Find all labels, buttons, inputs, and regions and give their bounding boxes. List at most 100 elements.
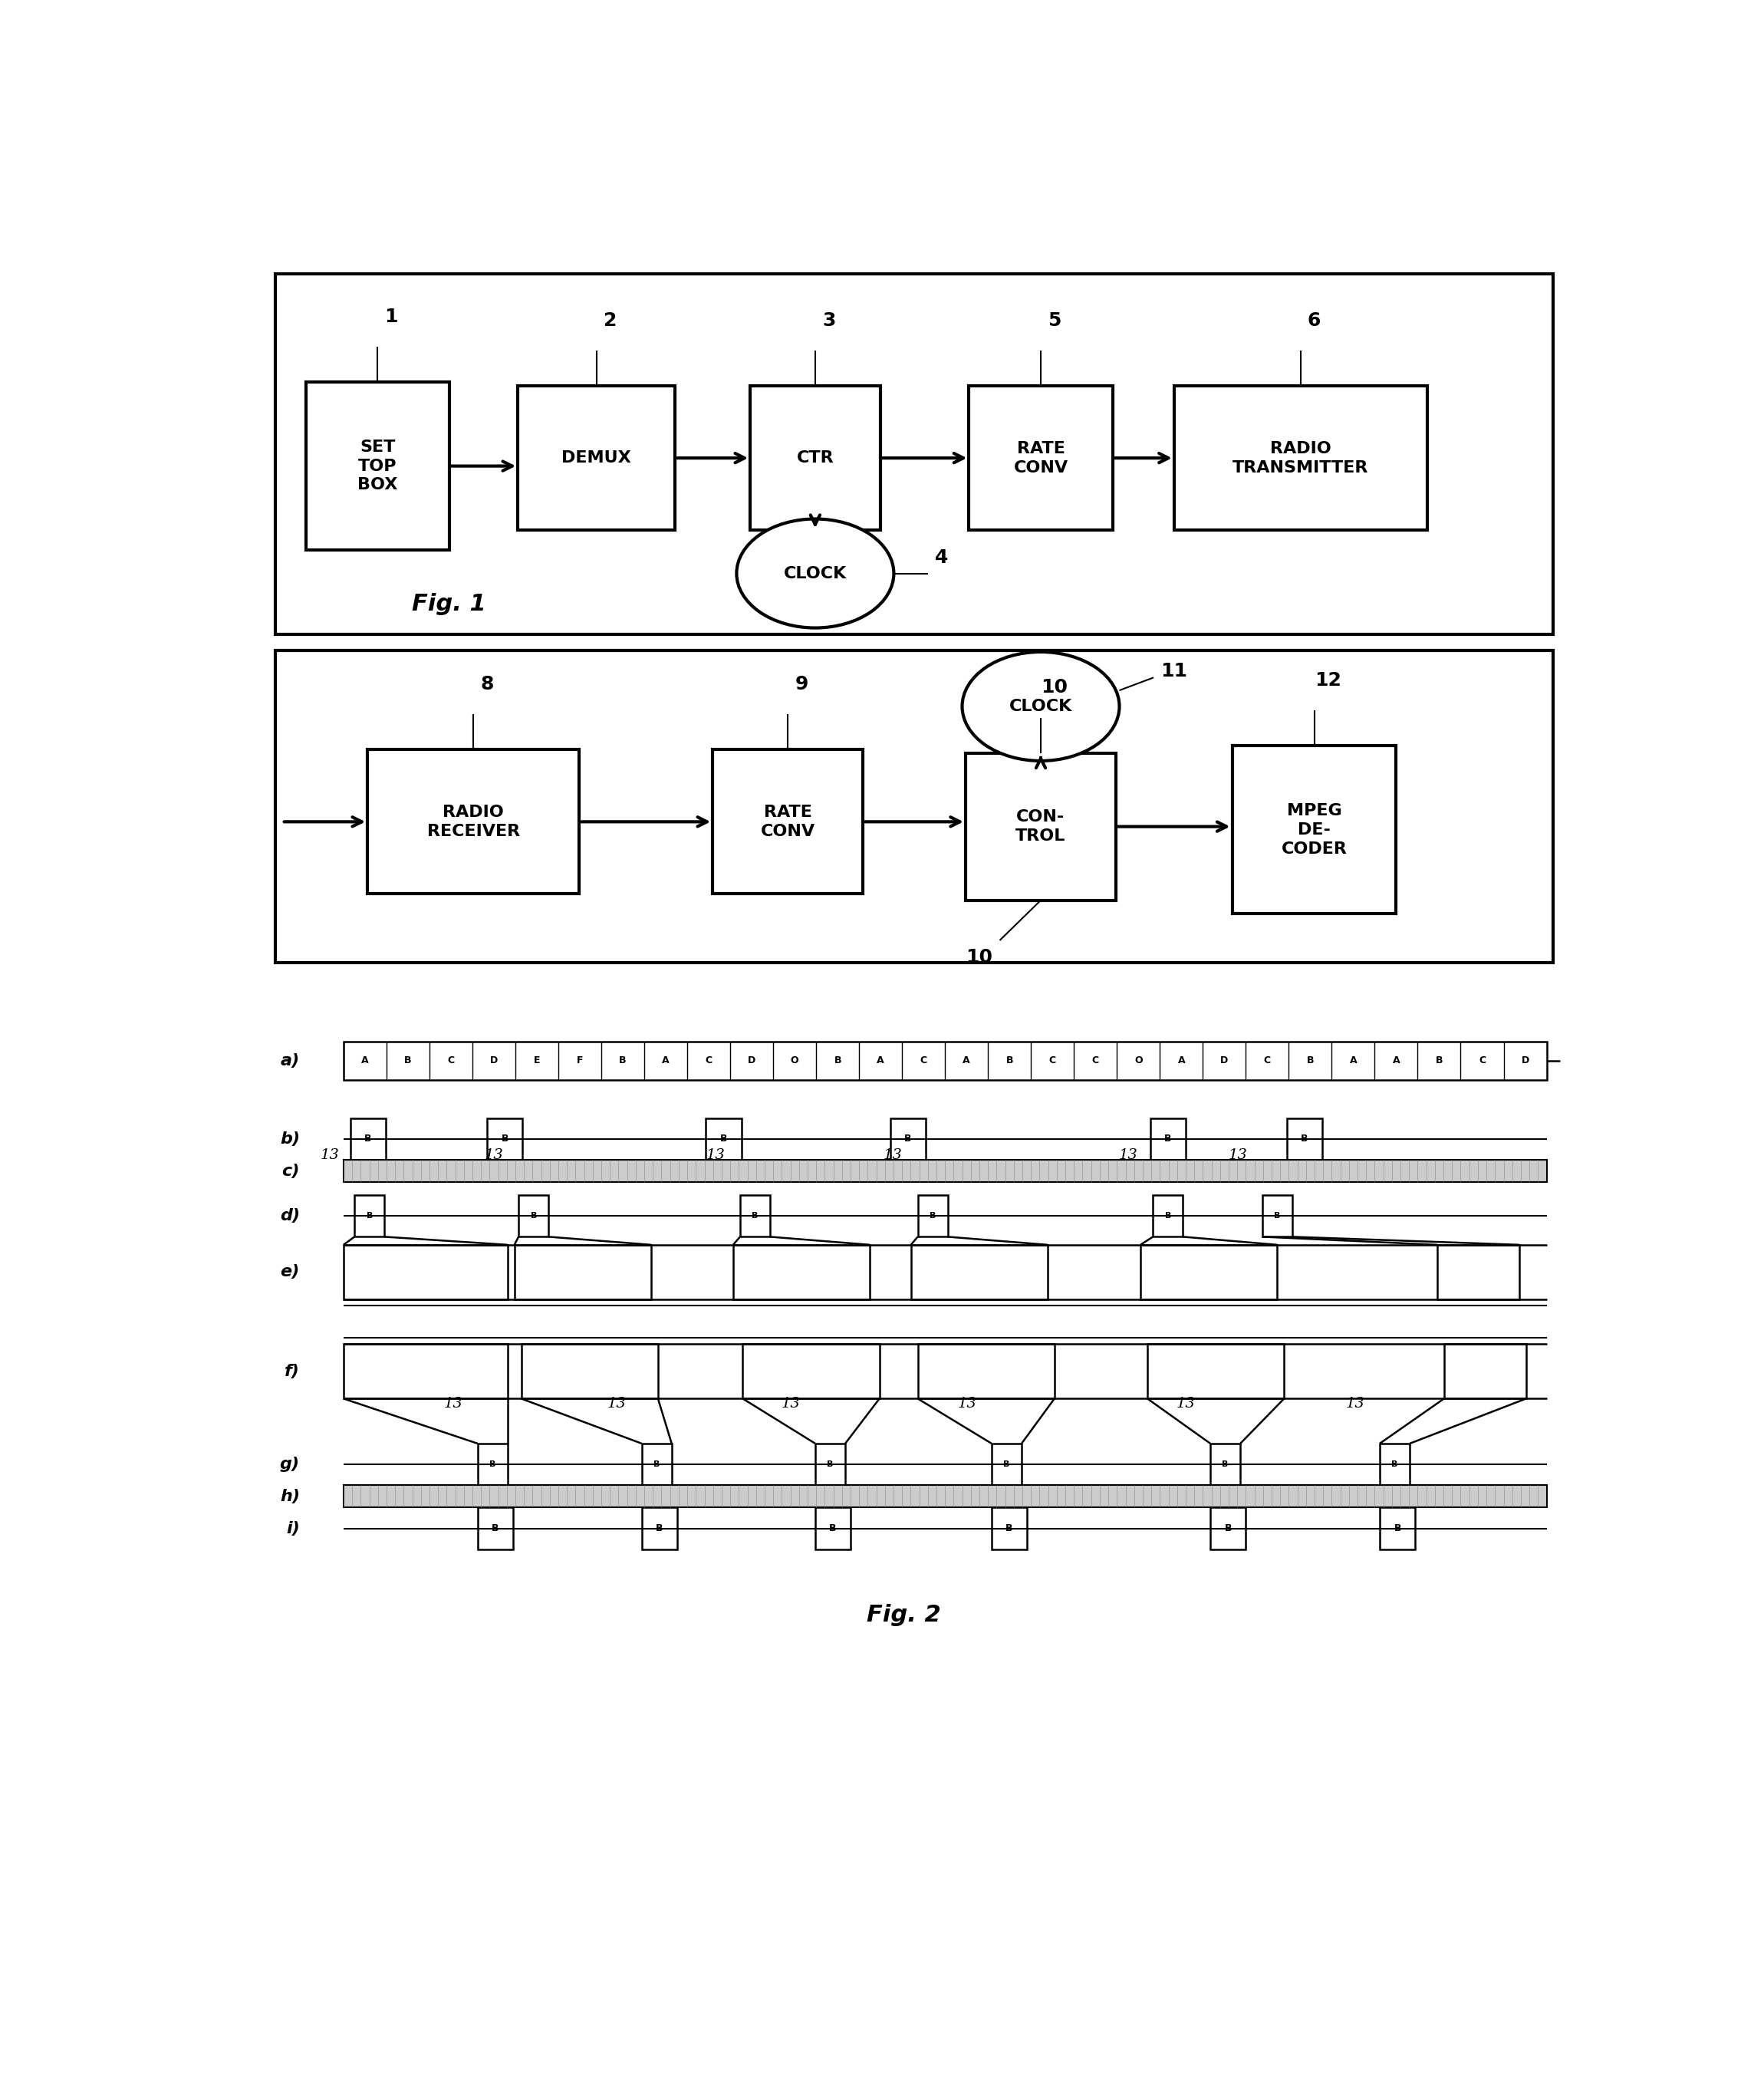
Bar (917, 1194, 947, 1236)
Text: C: C (706, 1055, 713, 1065)
Text: RATE
CONV: RATE CONV (1014, 441, 1067, 474)
Bar (1379, 1444, 1409, 1486)
Text: D: D (1221, 1055, 1228, 1065)
Text: 13: 13 (1118, 1149, 1138, 1161)
Text: B: B (1394, 1523, 1401, 1534)
Text: B: B (1224, 1523, 1231, 1534)
Text: g): g) (280, 1457, 300, 1471)
Bar (642, 1444, 672, 1486)
Text: O: O (790, 1055, 799, 1065)
Text: a): a) (280, 1053, 300, 1068)
Bar (1231, 745, 1397, 914)
Bar (351, 1117, 386, 1159)
Text: 5: 5 (1048, 312, 1062, 329)
Text: D: D (748, 1055, 755, 1065)
Text: B: B (827, 1461, 833, 1469)
Text: DEMUX: DEMUX (561, 449, 632, 466)
Text: A: A (963, 1055, 970, 1065)
Bar (750, 385, 880, 531)
Text: 6: 6 (1307, 312, 1321, 329)
Text: B: B (720, 1134, 727, 1145)
Text: d): d) (280, 1209, 300, 1224)
Text: CLOCK: CLOCK (1009, 699, 1073, 714)
Text: B: B (1302, 1134, 1309, 1145)
Text: SET
TOP
BOX: SET TOP BOX (358, 439, 399, 493)
Bar (355, 1194, 385, 1236)
Text: C: C (1050, 1055, 1057, 1065)
Text: B: B (367, 1211, 372, 1219)
Bar (1147, 1344, 1284, 1398)
Bar (1154, 1194, 1184, 1236)
Text: CLOCK: CLOCK (783, 566, 847, 581)
Bar (1263, 1194, 1293, 1236)
Bar (891, 1117, 926, 1159)
Text: B: B (1436, 1055, 1443, 1065)
Text: i): i) (286, 1521, 300, 1536)
Bar (815, 1444, 845, 1486)
Text: C: C (1092, 1055, 1099, 1065)
Bar (706, 1117, 741, 1159)
Text: B: B (829, 1523, 836, 1534)
Text: B: B (1004, 1461, 1009, 1469)
Text: RADIO
TRANSMITTER: RADIO TRANSMITTER (1233, 441, 1369, 474)
Bar (344, 1344, 508, 1398)
Text: B: B (404, 1055, 411, 1065)
Bar (519, 385, 676, 531)
Text: 3: 3 (822, 312, 836, 329)
Bar (275, 275, 1554, 635)
Text: B: B (489, 1461, 496, 1469)
Text: 13: 13 (485, 1149, 503, 1161)
Bar (968, 385, 1113, 531)
Text: h): h) (280, 1488, 300, 1505)
Text: RATE
CONV: RATE CONV (760, 805, 815, 839)
Text: D: D (1521, 1055, 1529, 1065)
Text: E: E (534, 1055, 540, 1065)
Text: 1: 1 (385, 308, 399, 327)
Text: B: B (1005, 1055, 1013, 1065)
Bar (642, 1507, 677, 1548)
Text: 13: 13 (321, 1149, 339, 1161)
Bar (478, 1507, 513, 1548)
Text: B: B (1164, 1134, 1171, 1145)
Text: RADIO
RECEIVER: RADIO RECEIVER (427, 805, 520, 839)
Bar (478, 1444, 508, 1486)
Bar (1210, 1444, 1240, 1486)
Text: 8: 8 (480, 674, 494, 693)
Bar (991, 1444, 1021, 1486)
Ellipse shape (737, 518, 894, 628)
Text: A: A (877, 1055, 884, 1065)
Text: B: B (751, 1211, 759, 1219)
Text: 11: 11 (1161, 662, 1187, 680)
Text: 13: 13 (958, 1396, 977, 1411)
Text: C: C (448, 1055, 455, 1065)
Text: c): c) (282, 1163, 300, 1178)
Bar (344, 1244, 508, 1299)
Text: A: A (1392, 1055, 1401, 1065)
Bar (1379, 1507, 1415, 1548)
Text: F: F (577, 1055, 584, 1065)
Text: 4: 4 (935, 547, 947, 566)
Text: 13: 13 (1228, 1149, 1247, 1161)
Text: f): f) (284, 1363, 300, 1380)
Text: B: B (1164, 1211, 1171, 1219)
Text: CTR: CTR (797, 449, 834, 466)
Text: D: D (490, 1055, 497, 1065)
Text: A: A (1349, 1055, 1357, 1065)
Text: B: B (1005, 1523, 1013, 1534)
Text: B: B (1222, 1461, 1228, 1469)
Bar (1150, 1117, 1185, 1159)
Bar (305, 383, 450, 549)
Text: O: O (1134, 1055, 1143, 1065)
Text: B: B (531, 1211, 536, 1219)
Bar (965, 753, 1117, 901)
Text: 13: 13 (607, 1396, 626, 1411)
Bar (1141, 1244, 1277, 1299)
Text: B: B (834, 1055, 841, 1065)
Text: A: A (362, 1055, 369, 1065)
Text: A: A (662, 1055, 670, 1065)
Text: B: B (905, 1134, 912, 1145)
Text: 13: 13 (443, 1396, 462, 1411)
Text: B: B (1307, 1055, 1314, 1065)
Bar (815, 1507, 850, 1548)
Text: B: B (656, 1523, 663, 1534)
